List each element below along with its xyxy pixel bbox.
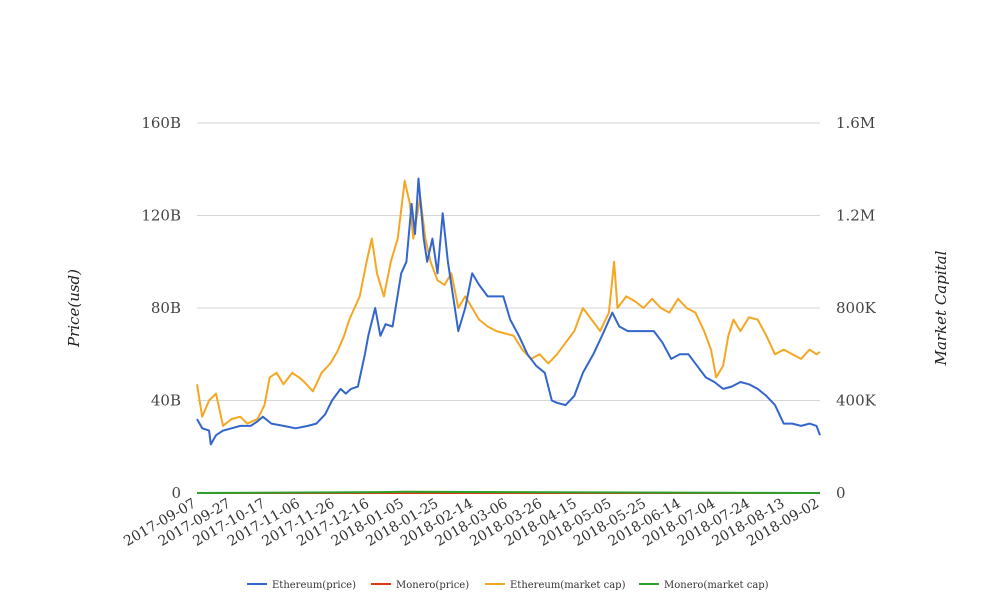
gridlines — [197, 122, 820, 494]
series-group — [196, 177, 821, 494]
series-line — [196, 179, 821, 427]
legend-label: Ethereum(market cap) — [510, 580, 626, 591]
y-tick-label-left: 80B — [151, 299, 181, 317]
legend-label: Monero(market cap) — [664, 580, 769, 591]
legend-label: Monero(price) — [396, 580, 469, 591]
y-axis-right: 0 400K 800K 1.2M 1.6M — [836, 114, 877, 502]
series-line — [196, 177, 821, 446]
y-tick-label-right: 1.6M — [836, 114, 875, 132]
y-axis-left: 0 40B 80B 120B 160B — [141, 114, 181, 502]
y-tick-label-right: 800K — [836, 299, 877, 317]
legend-label: Ethereum(price) — [272, 580, 356, 591]
y-tick-label-left: 40B — [151, 392, 181, 410]
y-axis-right-title: Market Capital — [932, 250, 950, 366]
y-tick-label-left: 120B — [141, 207, 181, 225]
y-tick-label-right: 1.2M — [836, 207, 875, 225]
x-axis: 2017-09-072017-09-272017-10-172017-11-06… — [121, 496, 822, 550]
series-line — [196, 490, 821, 494]
y-tick-label-left: 0 — [171, 484, 181, 502]
y-axis-left-title: Price(usd) — [65, 269, 83, 348]
legend: Ethereum(price) Monero(price) Ethereum(mar… — [247, 580, 769, 591]
y-tick-label-left: 160B — [141, 114, 181, 132]
y-tick-label-right: 400K — [836, 392, 877, 410]
y-tick-label-right: 0 — [836, 484, 846, 502]
